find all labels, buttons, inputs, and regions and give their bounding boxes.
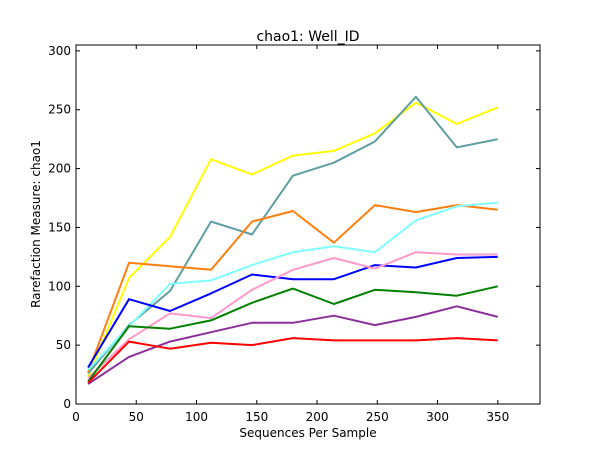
plot-area: [87, 95, 499, 385]
series-line-4: [87, 201, 498, 371]
series-line-5: [87, 255, 498, 369]
x-tick-label: 300: [426, 410, 449, 424]
x-axis-label: Sequences Per Sample: [239, 426, 376, 440]
y-tick-label: 200: [48, 162, 71, 176]
x-tick-label: 250: [366, 410, 389, 424]
y-tick-label: 250: [48, 103, 71, 117]
y-tick-label: 150: [48, 220, 71, 234]
y-tick-label: 0: [63, 397, 71, 411]
y-tick-label: 100: [48, 279, 71, 293]
x-tick-label: 0: [72, 410, 80, 424]
series-line-9: [87, 337, 498, 384]
series-line-2: [87, 95, 498, 375]
series-line-6: [87, 251, 498, 379]
chart-title: chao1: Well_ID: [256, 29, 359, 45]
y-axis-label: Rarefaction Measure: chao1: [29, 140, 43, 308]
x-tick-label: 50: [129, 410, 144, 424]
axes: 0 50 100 150 200 250 300 350 0 50 100 150 200 250 300: [48, 44, 541, 424]
x-tick-label: 100: [185, 410, 208, 424]
series-line-1: [87, 101, 499, 378]
axes-frame: [75, 44, 541, 405]
y-tick-label: 300: [48, 44, 71, 58]
x-tick-label: 350: [486, 410, 509, 424]
x-tick-label: 150: [245, 410, 268, 424]
series-line-3: [87, 204, 498, 373]
y-tick-label: 50: [56, 338, 71, 352]
series-line-7: [87, 285, 499, 383]
x-tick-label: 200: [306, 410, 329, 424]
